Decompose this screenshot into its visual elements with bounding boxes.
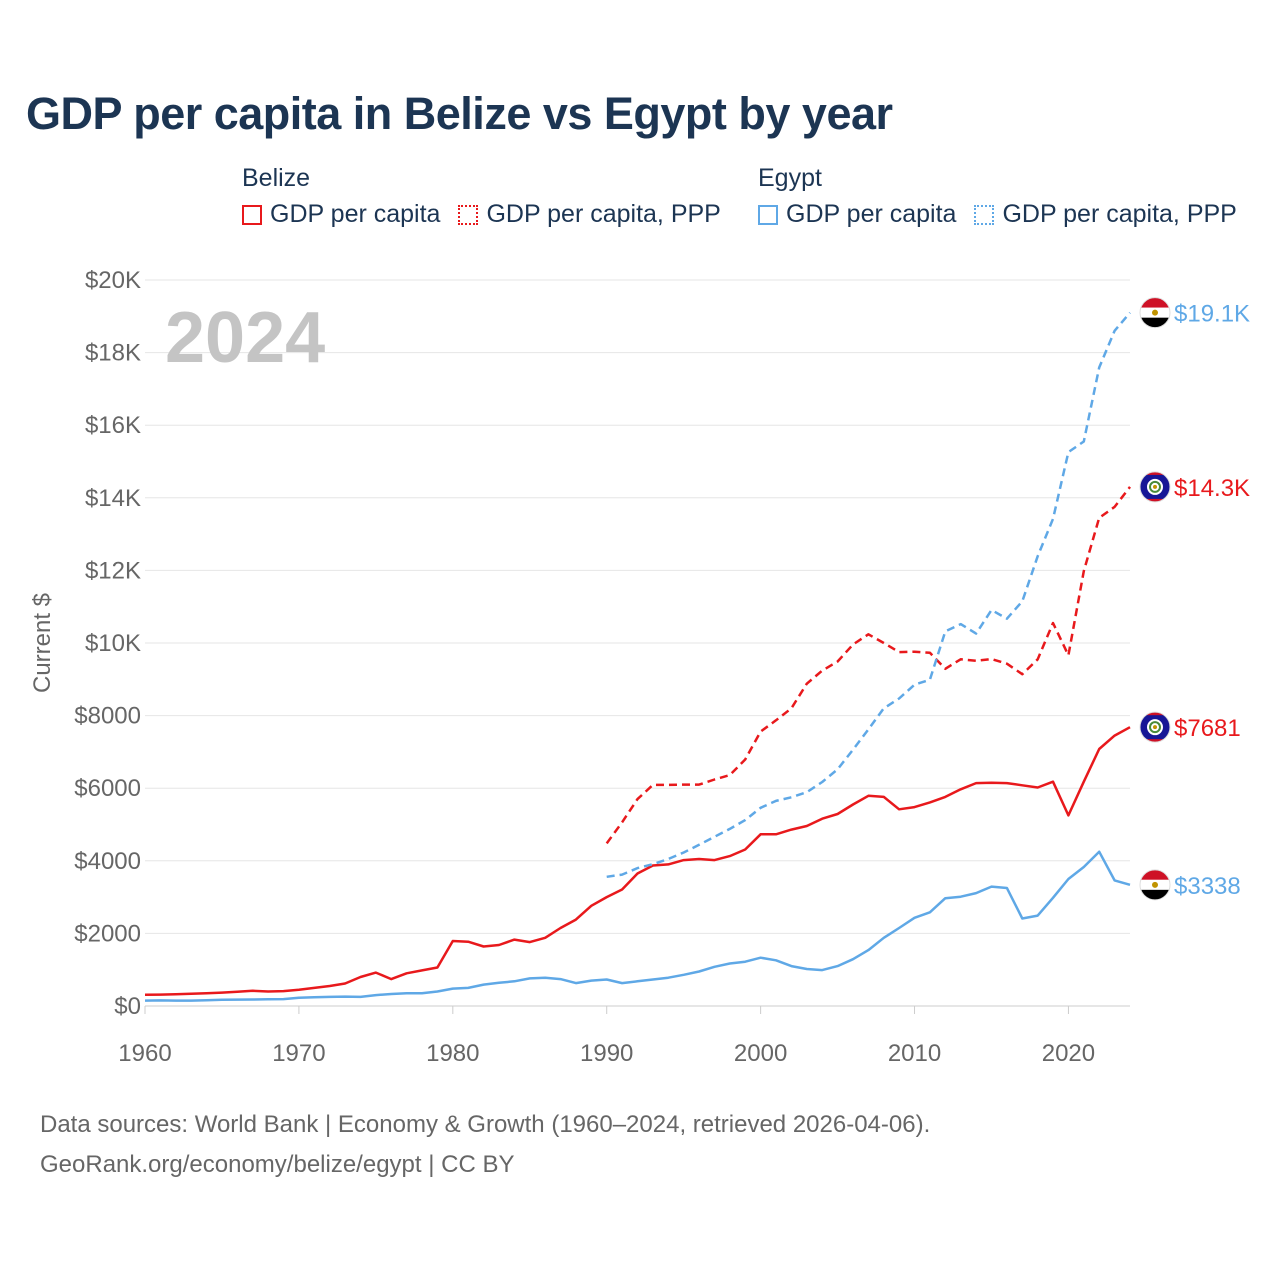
- year-watermark: 2024: [165, 298, 325, 378]
- series-lines: [144, 311, 1131, 1002]
- egypt-flag-icon: [1139, 869, 1171, 901]
- source-line-2[interactable]: GeoRank.org/economy/belize/egypt | CC BY: [40, 1151, 515, 1178]
- x-tick-label: 1960: [118, 1040, 171, 1067]
- chart-title: GDP per capita in Belize vs Egypt by yea…: [26, 88, 893, 139]
- x-tick-label: 1980: [426, 1040, 479, 1067]
- legend-item-egypt-gdp[interactable]: GDP per capita: [758, 200, 956, 229]
- y-tick-label: $20K: [85, 267, 141, 294]
- y-tick-label: $2000: [74, 920, 141, 947]
- legend-swatch-solid: [242, 204, 262, 225]
- x-tick-label: 2020: [1042, 1040, 1095, 1067]
- belize-flag-icon: [1139, 711, 1171, 743]
- y-tick-label: $18K: [85, 340, 141, 367]
- axes: $0 $2000 $4000 $6000 $8000 $10K $12K $14K $16K $1…: [74, 267, 1095, 1067]
- end-labels: $7681 $14.3K $3338 $19.1K: [1139, 297, 1250, 901]
- series-line-egypt-gdp-per-capita-ppp[interactable]: [606, 311, 1131, 879]
- belize-flag-icon: [1139, 471, 1171, 503]
- x-tick-label: 1970: [272, 1040, 325, 1067]
- x-tick-label: 1990: [580, 1040, 633, 1067]
- legend-group-belize: Belize GDP per capita GDP per capita, PP…: [242, 160, 739, 229]
- legend-swatch-dotted: [974, 204, 995, 225]
- grid-lines: [145, 279, 1130, 1007]
- x-tick-label: 2000: [734, 1040, 787, 1067]
- y-tick-label: $16K: [85, 412, 141, 439]
- legend-label: GDP per capita: [786, 200, 957, 228]
- legend-item-belize-gdp-ppp[interactable]: GDP per capita, PPP: [458, 200, 721, 229]
- y-tick-label: $0: [114, 993, 141, 1020]
- y-axis-title: Current $: [29, 593, 56, 693]
- legend-group-title: Egypt: [758, 164, 822, 192]
- end-value-label: $7681: [1174, 715, 1241, 742]
- source-note: Data sources: World Bank | Economy & Gro…: [40, 1105, 930, 1185]
- legend-group-title: Belize: [242, 164, 311, 192]
- legend-item-belize-gdp[interactable]: GDP per capita: [242, 200, 440, 229]
- series-line-belize-gdp-per-capita-ppp[interactable]: [605, 486, 1131, 845]
- legend-group-egypt: Egypt GDP per capita GDP per capita, PPP: [758, 160, 1255, 229]
- y-tick-label: $14K: [85, 485, 141, 512]
- y-tick-label: $4000: [74, 848, 141, 875]
- legend-label: GDP per capita: [270, 200, 441, 228]
- series-line-egypt-gdp-per-capita[interactable]: [144, 850, 1131, 1002]
- end-value-label: $14.3K: [1174, 475, 1250, 502]
- legend-label: GDP per capita, PPP: [486, 200, 721, 228]
- legend-item-egypt-gdp-ppp[interactable]: GDP per capita, PPP: [974, 200, 1237, 229]
- y-tick-label: $10K: [85, 630, 141, 657]
- series-line-belize-gdp-per-capita[interactable]: [144, 726, 1131, 996]
- y-tick-label: $6000: [74, 775, 141, 802]
- source-line-1: Data sources: World Bank | Economy & Gro…: [40, 1111, 931, 1138]
- x-tick-label: 2010: [888, 1040, 941, 1067]
- egypt-flag-icon: [1139, 297, 1171, 329]
- legend-label: GDP per capita, PPP: [1002, 200, 1237, 228]
- legend-swatch-solid: [758, 204, 778, 225]
- legend-swatch-dotted: [458, 204, 479, 225]
- end-value-label: $3338: [1174, 873, 1241, 900]
- y-tick-label: $12K: [85, 557, 141, 584]
- end-value-label: $19.1K: [1174, 301, 1250, 328]
- y-tick-label: $8000: [74, 703, 141, 730]
